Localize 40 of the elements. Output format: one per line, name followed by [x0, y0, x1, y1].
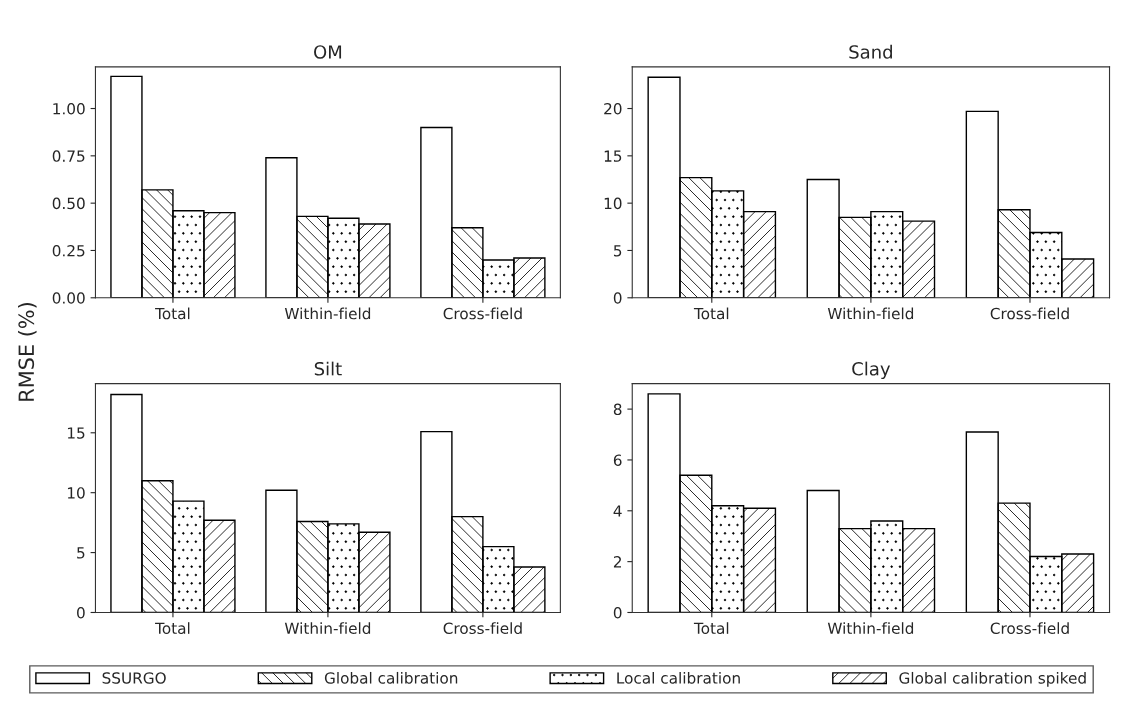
y-tick-label: 15 [67, 427, 85, 439]
x-tick-label: Cross-field [990, 622, 1069, 635]
chart-title: Sand [849, 44, 892, 59]
y-tick-label: 6 [613, 454, 622, 466]
y-tick-label: 15 [604, 150, 622, 162]
y-tick-label: 0.50 [52, 197, 85, 210]
x-tick-label: Within-field [284, 307, 371, 320]
chart-title: Clay [852, 361, 891, 380]
x-tick-label: Total [155, 307, 190, 320]
y-tick-label: 0 [77, 606, 85, 619]
y-tick-label: 5 [613, 245, 622, 257]
y-tick-label: 1.00 [53, 102, 85, 115]
x-tick-label: Total [693, 622, 729, 635]
legend-label: Global calibration spiked [899, 671, 1086, 687]
legend-label: Local calibration [617, 671, 740, 684]
chart-title: Silt [314, 361, 342, 376]
y-tick-label: 10 [604, 197, 622, 210]
y-tick-label: 10 [67, 487, 85, 499]
legend-label: SSURGO [102, 672, 166, 684]
y-tick-label: 0.00 [52, 292, 85, 304]
y-tick-label: 2 [613, 556, 621, 568]
y-tick-label: 0.75 [52, 150, 85, 162]
y-axis-title: RMSE (%) [18, 303, 37, 401]
x-tick-label: Total [155, 622, 190, 635]
legend-label: Global calibration [324, 671, 458, 684]
y-tick-label: 0.25 [52, 244, 85, 257]
y-tick-label: 8 [613, 403, 622, 416]
x-tick-label: Cross-field [990, 307, 1069, 320]
y-tick-label: 4 [613, 505, 622, 517]
y-tick-label: 5 [77, 547, 85, 559]
x-tick-label: Total [693, 307, 729, 320]
x-tick-label: Within-field [827, 307, 914, 320]
x-tick-label: Cross-field [443, 307, 522, 320]
x-tick-label: Within-field [284, 622, 371, 635]
y-tick-label: 20 [604, 102, 622, 115]
x-tick-label: Within-field [827, 622, 914, 635]
y-tick-label: 0 [613, 292, 622, 304]
y-tick-label: 0 [613, 606, 622, 619]
x-tick-label: Cross-field [443, 622, 522, 635]
chart-title: OM [314, 45, 342, 59]
